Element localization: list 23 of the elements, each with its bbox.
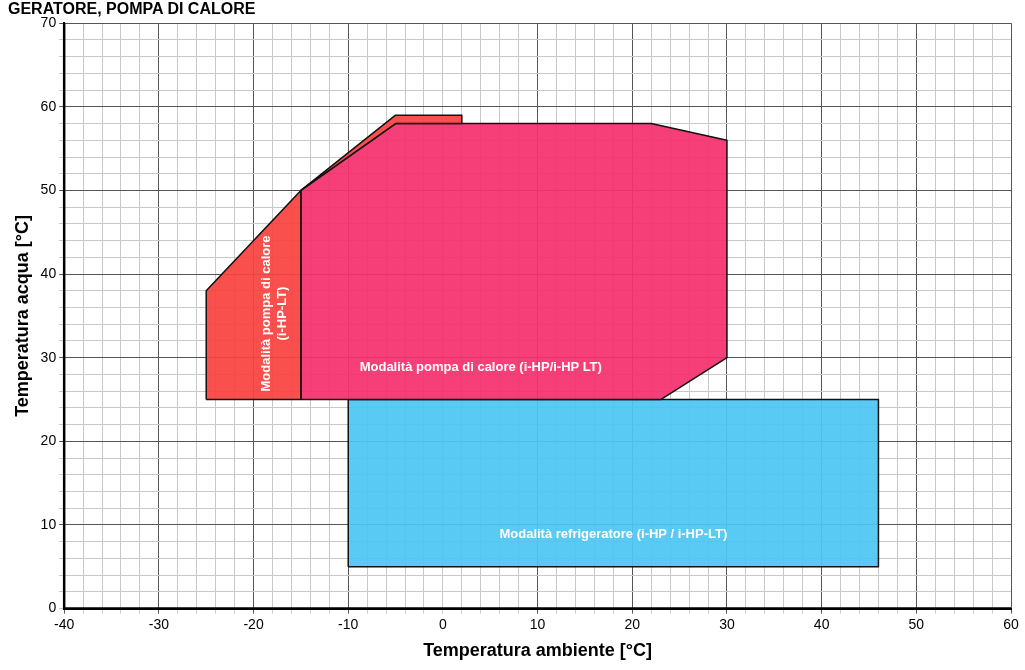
x-tick-label: -20 (243, 615, 264, 632)
y-tick-label: 30 (40, 348, 57, 365)
x-tick-label: 30 (719, 615, 735, 632)
x-tick-label: 60 (1003, 615, 1019, 632)
x-tick-label: 0 (439, 615, 447, 632)
y-axis-title: Temperatura acqua [°C] (11, 214, 32, 417)
y-tick-label: 60 (40, 97, 57, 114)
y-tick-label: 20 (40, 432, 57, 449)
x-tick-label: -40 (54, 615, 75, 632)
y-tick-label: 40 (40, 264, 57, 281)
series-label: Modalità refrigeratore (i-HP / i-HP-LT) (499, 526, 728, 542)
x-tick-label: 20 (624, 615, 641, 632)
x-tick-label: -30 (148, 615, 170, 632)
x-tick-label: 10 (529, 615, 546, 632)
series-label: Modalità pompa di calore (i-HP/i-HP LT) (359, 359, 602, 375)
x-tick-label: 40 (813, 615, 830, 632)
y-tick-label: 10 (40, 515, 57, 532)
y-tick-label: 50 (40, 181, 57, 198)
x-tick-label: -10 (338, 615, 359, 632)
y-tick-label: 0 (48, 599, 57, 616)
x-axis-title: Temperatura ambiente [°C] (423, 640, 653, 661)
x-tick-label: 50 (908, 615, 925, 632)
series-label: Modalità pompa di calore (i-HP-LT) (258, 235, 290, 392)
